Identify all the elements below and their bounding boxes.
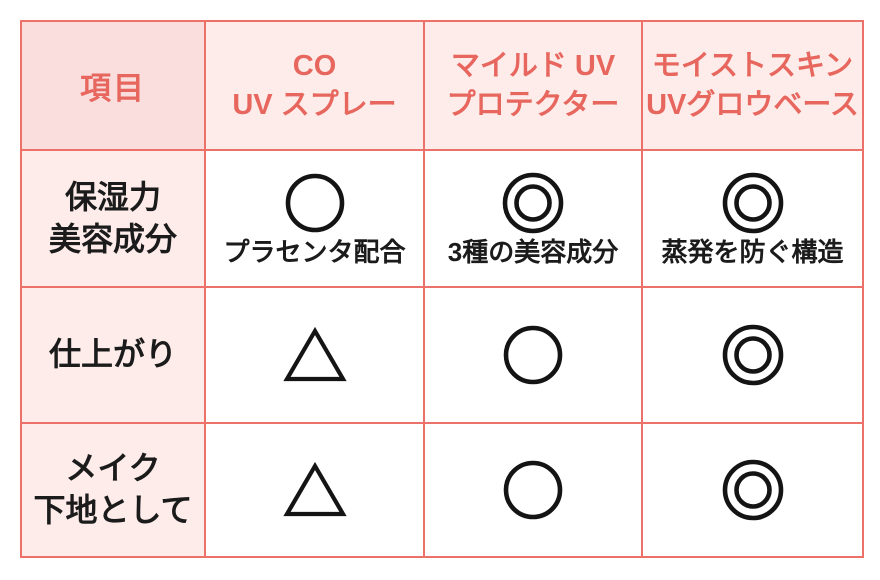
row-label-line: 美容成分 <box>48 220 177 257</box>
header-row: 項目 CO UV スプレー マイルド UV プロテクター モイストスキン UVグ… <box>20 20 864 151</box>
cell-moisture-moist-skin: 蒸発を防ぐ構造 <box>641 149 864 288</box>
row-makeup-base: メイク 下地として <box>20 422 864 558</box>
row-finish: 仕上がり <box>20 286 864 424</box>
header-product-moist-skin-uv-glow-base: モイストスキン UVグロウベース <box>641 20 864 151</box>
circle-icon <box>501 323 565 387</box>
cell-makeup-mild-uv <box>423 422 643 558</box>
triangle-icon <box>282 323 347 387</box>
product-name-line: モイストスキン <box>651 50 854 83</box>
cell-moisture-co-uv-spray: プラセンタ配合 <box>204 149 425 288</box>
rating-note: 蒸発を防ぐ構造 <box>661 236 844 267</box>
cell-makeup-co-uv-spray <box>204 422 425 558</box>
cell-finish-mild-uv <box>423 286 643 424</box>
double-circle-icon <box>501 171 565 235</box>
cell-makeup-moist-skin <box>641 422 864 558</box>
rating-note: プラセンタ配合 <box>223 236 406 267</box>
header-item-cell: 項目 <box>20 20 206 151</box>
row-label-line: メイク <box>65 450 161 487</box>
double-circle-icon <box>721 171 785 235</box>
cell-finish-co-uv-spray <box>204 286 425 424</box>
double-circle-icon <box>721 323 785 387</box>
row-label-finish: 仕上がり <box>20 286 206 424</box>
row-moisture-beauty: 保湿力 美容成分 プラセンタ配合 3種の美容成分 蒸発を防ぐ構造 <box>20 149 864 288</box>
product-name-line: UV スプレー <box>232 88 397 121</box>
row-label-line: 保湿力 <box>64 178 161 215</box>
circle-icon <box>283 171 347 235</box>
header-item-label: 項目 <box>80 71 146 106</box>
row-label-makeup-base: メイク 下地として <box>20 422 206 558</box>
header-product-mild-uv-protector: マイルド UV プロテクター <box>423 20 643 151</box>
circle-icon <box>501 458 565 522</box>
product-comparison-table: 項目 CO UV スプレー マイルド UV プロテクター モイストスキン UVグ… <box>20 20 864 558</box>
row-label-moisture-beauty: 保湿力 美容成分 <box>20 149 206 288</box>
cell-moisture-mild-uv: 3種の美容成分 <box>423 149 643 288</box>
double-circle-icon <box>721 458 785 522</box>
product-name-line: プロテクター <box>446 88 620 121</box>
cell-finish-moist-skin <box>641 286 864 424</box>
row-label-line: 仕上がり <box>48 336 177 373</box>
product-name-line: マイルド UV <box>450 50 616 83</box>
triangle-icon <box>282 458 347 522</box>
product-name-line: CO <box>292 50 337 83</box>
header-product-co-uv-spray: CO UV スプレー <box>204 20 425 151</box>
product-name-line: UVグロウベース <box>646 88 859 121</box>
rating-note: 3種の美容成分 <box>447 236 619 267</box>
row-label-line: 下地として <box>33 492 193 528</box>
